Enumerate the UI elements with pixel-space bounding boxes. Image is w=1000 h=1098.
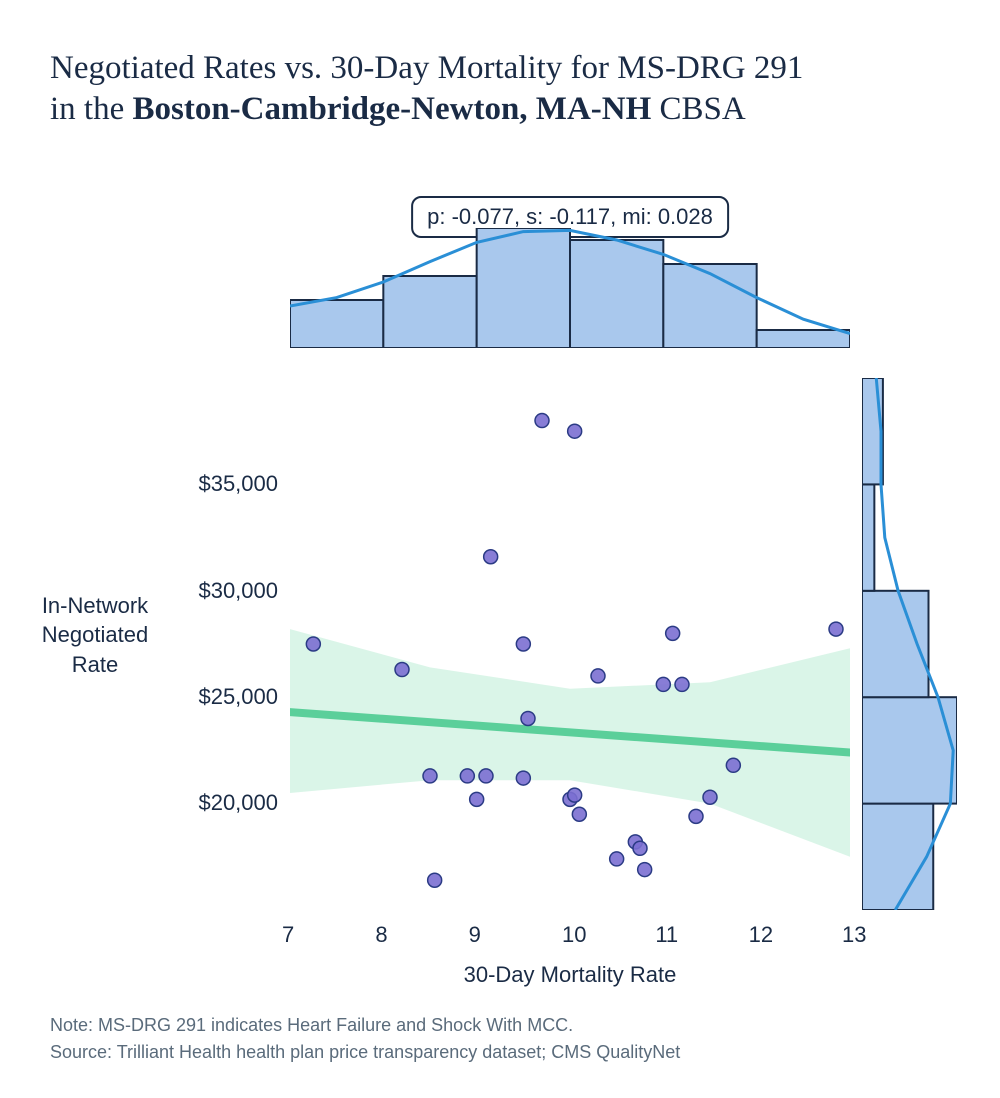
footer-source: Source: Trilliant Health health plan pri… <box>50 1039 680 1066</box>
chart-footer: Note: MS-DRG 291 indicates Heart Failure… <box>50 1012 680 1066</box>
x-tick-label: 8 <box>375 922 387 948</box>
title-line-2: in the Boston-Cambridge-Newton, MA-NH CB… <box>50 89 950 130</box>
x-axis-label: 30-Day Mortality Rate <box>290 962 850 988</box>
title-line-1: Negotiated Rates vs. 30-Day Mortality fo… <box>50 48 950 89</box>
x-tick-label: 11 <box>655 922 678 948</box>
scatter-plot <box>290 378 850 910</box>
x-tick-label: 13 <box>842 922 866 948</box>
x-tick-label: 7 <box>282 922 294 948</box>
y-tick-label: $25,000 <box>198 684 278 710</box>
top-marginal-histogram <box>290 228 850 348</box>
y-tick-label: $30,000 <box>198 578 278 604</box>
page-root: Negotiated Rates vs. 30-Day Mortality fo… <box>0 0 1000 1098</box>
footer-note: Note: MS-DRG 291 indicates Heart Failure… <box>50 1012 680 1039</box>
stats-text: p: -0.077, s: -0.117, mi: 0.028 <box>427 204 713 229</box>
y-tick-label: $20,000 <box>198 790 278 816</box>
y-axis-label: In-NetworkNegotiatedRate <box>10 591 180 680</box>
y-tick-label: $35,000 <box>198 471 278 497</box>
right-marginal-histogram <box>862 378 957 910</box>
chart-title: Negotiated Rates vs. 30-Day Mortality fo… <box>50 48 950 131</box>
x-tick-label: 9 <box>469 922 481 948</box>
x-tick-label: 10 <box>562 922 586 948</box>
x-tick-label: 12 <box>749 922 773 948</box>
